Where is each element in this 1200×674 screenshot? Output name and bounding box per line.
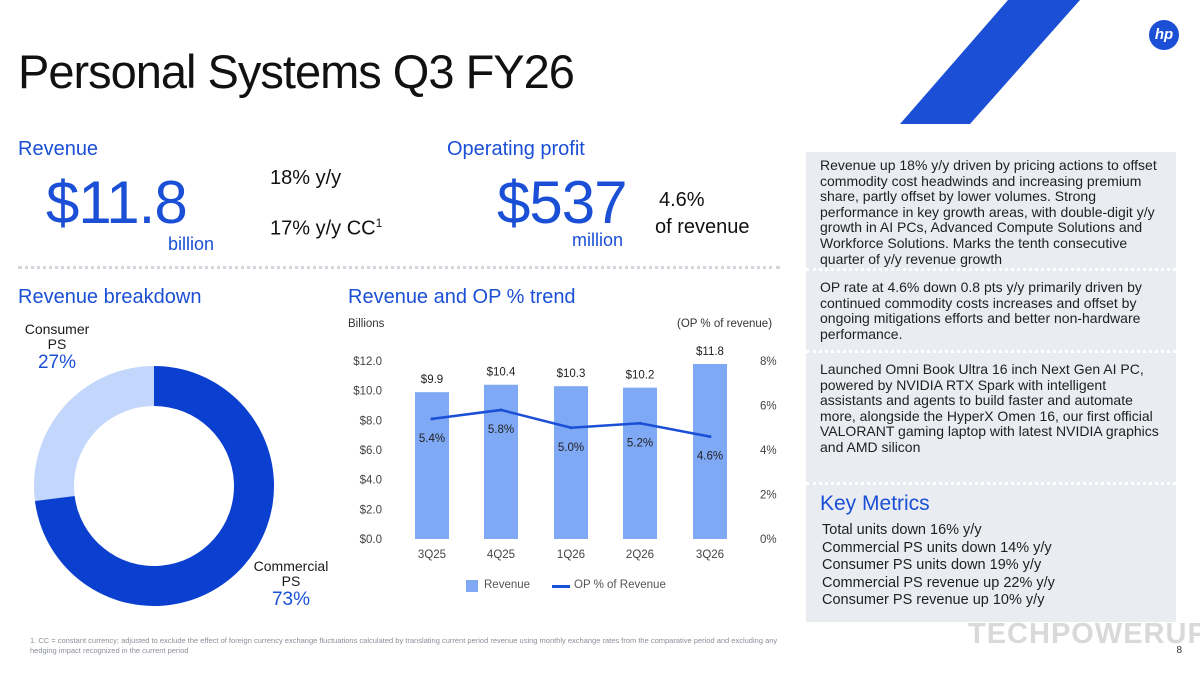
donut-slice-commercial-ps: [34, 366, 275, 607]
consumer-label-line2: PS: [47, 336, 67, 352]
y-axis-tick-label: $10.0: [353, 386, 382, 398]
op-percent-data-label: 5.0%: [558, 442, 584, 454]
op-rate-label: of revenue: [655, 216, 750, 238]
op-profit-amount: $537: [497, 169, 627, 236]
op-percent-point: [499, 408, 503, 412]
legend-op-swatch: [552, 585, 570, 588]
commercial-label-line1: Commercial: [253, 558, 329, 574]
op-percent-point: [638, 421, 642, 425]
op-profit-unit: million: [572, 230, 624, 250]
donut-slice-consumer-ps: [33, 366, 154, 502]
op-percent-point: [569, 426, 573, 430]
legend-revenue-label: Revenue: [484, 579, 531, 591]
panel-paragraph-op: OP rate at 4.6% down 0.8 pts y/y primari…: [820, 279, 1142, 342]
commercial-pct: 73%: [271, 589, 311, 610]
y-axis-tick-label: $12.0: [353, 356, 382, 368]
panel-paragraph-revenue: Revenue up 18% y/y driven by pricing act…: [820, 157, 1157, 267]
watermark: TECHPOWERUP: [968, 618, 1200, 650]
consumer-label: Consumer PS 27%: [20, 322, 94, 374]
op-rate: 4.6%: [659, 189, 705, 211]
legend-revenue-swatch: [466, 580, 478, 592]
revenue-bar-data-label: $9.9: [421, 374, 443, 386]
op-percent-point: [708, 435, 712, 439]
x-axis-category-label: 3Q26: [696, 549, 724, 561]
op-percent-point: [430, 417, 434, 421]
commercial-label: Commercial PS 73%: [248, 559, 334, 611]
right-axis-label: (OP % of revenue): [677, 318, 773, 330]
key-metric-item: Consumer PS units down 19% y/y: [822, 557, 1042, 573]
key-metric-item: Commercial PS units down 14% y/y: [822, 539, 1052, 556]
commentary-panel: Revenue up 18% y/y driven by pricing act…: [806, 152, 1176, 622]
y-axis-tick-label: $2.0: [360, 504, 382, 516]
section-divider: [18, 266, 780, 269]
footnote-marker: 1: [375, 216, 383, 230]
hp-logo: hp: [1149, 20, 1179, 50]
panel-divider: [806, 482, 1176, 485]
trend-heading: Revenue and OP % trend: [348, 286, 576, 308]
breakdown-heading: Revenue breakdown: [18, 286, 202, 308]
consumer-label-line1: Consumer: [24, 321, 90, 337]
revenue-bar: [623, 387, 657, 539]
panel-divider: [806, 350, 1176, 353]
consumer-pct: 27%: [37, 352, 77, 373]
y-axis-tick-label: $0.0: [360, 534, 382, 546]
op-percent-data-label: 5.4%: [419, 433, 445, 445]
x-axis-category-label: 3Q25: [418, 549, 446, 561]
y2-axis-tick-label: 6%: [760, 401, 777, 413]
y-axis-tick-label: $8.0: [360, 415, 382, 427]
x-axis-category-label: 1Q26: [557, 549, 585, 561]
revenue-bar-data-label: $10.3: [557, 368, 586, 380]
legend-op-label: OP % of Revenue: [574, 579, 666, 591]
key-metric-item: Total units down 16% y/y: [822, 522, 982, 538]
y2-axis-tick-label: 0%: [760, 534, 777, 546]
revenue-unit: billion: [168, 234, 215, 254]
revenue-bar-data-label: $11.8: [696, 346, 724, 358]
panel-divider: [806, 268, 1176, 271]
op-percent-data-label: 5.8%: [488, 424, 514, 436]
revenue-amount: $11.8: [46, 169, 188, 236]
revenue-bar-data-label: $10.2: [626, 370, 655, 382]
page-title: Personal Systems Q3 FY26: [18, 45, 575, 98]
revenue-bar: [484, 384, 518, 539]
panel-paragraph-launch: Launched Omni Book Ultra 16 inch Next Ge…: [820, 361, 1159, 455]
commercial-label-line2: PS: [281, 573, 301, 589]
revenue-bar: [693, 363, 727, 539]
brand-stripe-graphic: [900, 0, 1080, 124]
y-axis-tick-label: $6.0: [360, 445, 382, 457]
x-axis-category-label: 4Q25: [487, 549, 515, 561]
key-metrics-list: Total units down 16% y/y Commercial PS u…: [822, 522, 1055, 610]
revenue-growth-cc: 17% y/y CC1: [270, 216, 382, 241]
key-metric-item: Commercial PS revenue up 22% y/y: [822, 574, 1055, 591]
revenue-growth-cc-text: 17% y/y CC: [270, 217, 376, 240]
hp-logo-text: hp: [1154, 26, 1174, 43]
revenue-growth: 18% y/y: [270, 167, 342, 189]
revenue-bar: [554, 386, 588, 539]
left-axis-label: Billions: [348, 318, 385, 330]
footnote: 1. CC = constant currency; adjusted to e…: [30, 636, 778, 655]
x-axis-category-label: 2Q26: [626, 549, 654, 561]
revenue-heading: Revenue: [18, 138, 99, 160]
y-axis-tick-label: $4.0: [360, 475, 382, 487]
key-metrics-heading: Key Metrics: [820, 492, 930, 515]
y2-axis-tick-label: 4%: [760, 445, 777, 457]
key-metric-item: Consumer PS revenue up 10% y/y: [822, 592, 1045, 608]
y2-axis-tick-label: 8%: [760, 356, 777, 368]
op-percent-data-label: 4.6%: [697, 451, 723, 463]
y2-axis-tick-label: 2%: [760, 490, 777, 502]
page-number: 8: [1176, 645, 1182, 656]
op-percent-data-label: 5.2%: [627, 437, 653, 449]
revenue-bar: [415, 392, 449, 539]
op-profit-heading: Operating profit: [447, 138, 585, 160]
revenue-bar-data-label: $10.4: [487, 367, 516, 379]
